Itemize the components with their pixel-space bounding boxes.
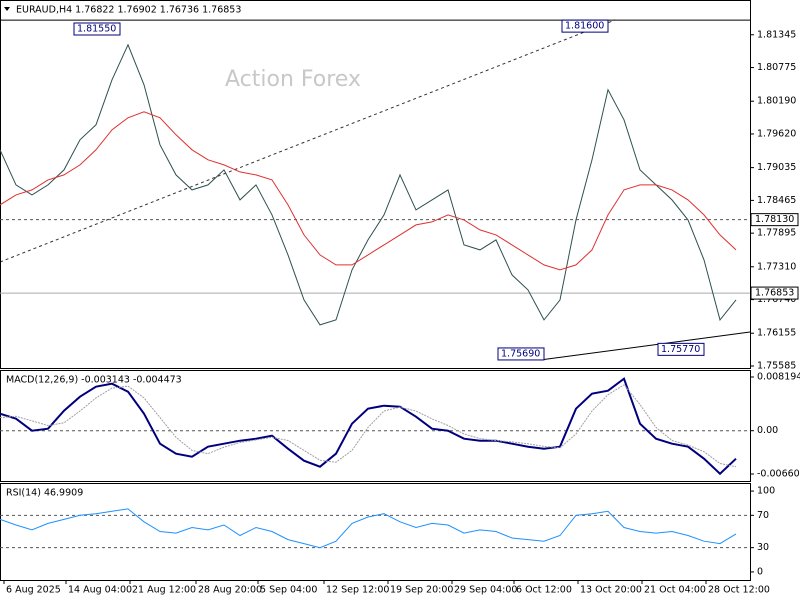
series-line	[0, 111, 737, 271]
price-label-box	[750, 213, 799, 227]
y-tick-label: 1.79620	[757, 128, 796, 139]
x-tick-label: 28 Aug 20:00	[198, 585, 262, 596]
x-tick-label: 19 Sep 20:00	[390, 585, 453, 596]
series-line	[0, 43, 737, 326]
panel-frame	[0, 483, 751, 581]
series-line	[0, 377, 737, 476]
y-tick-label: 0	[757, 566, 763, 577]
level-annotation: 1.75690	[501, 348, 540, 359]
y-tick-label: 70	[757, 510, 769, 521]
level-annotation-box	[561, 19, 609, 33]
y-tick-label: -0.006604	[757, 469, 800, 480]
y-tick-label: 1.78465	[757, 195, 796, 206]
x-tick-label: 14 Aug 04:00	[68, 585, 132, 596]
y-tick-label: 1.80775	[757, 62, 796, 73]
series-line	[0, 508, 737, 549]
level-annotation-box	[73, 22, 121, 36]
panel-title: EURAUD,H4 1.76822 1.76902 1.76736 1.7685…	[16, 5, 241, 16]
y-tick-label: 1.75585	[757, 360, 796, 371]
menu-triangle[interactable]	[4, 7, 10, 11]
y-tick-label: 0.008194	[757, 371, 800, 382]
x-tick-label: 6 Aug 2025	[6, 585, 61, 596]
price-label-box	[750, 286, 799, 300]
x-tick-label: 6 Oct 12:00	[516, 585, 572, 596]
panel-frame	[0, 370, 751, 482]
level-annotation-box	[657, 342, 705, 356]
x-tick-label: 21 Aug 12:00	[132, 585, 196, 596]
y-tick-label: 1.79035	[757, 162, 796, 173]
level-annotation: 1.75770	[661, 344, 700, 355]
y-tick-label: 1.80190	[757, 96, 796, 107]
y-tick-label: 100	[757, 486, 775, 497]
series-line	[0, 384, 737, 468]
x-tick-label: 21 Oct 04:00	[644, 585, 706, 596]
y-tick-label: 30	[757, 542, 769, 553]
level-annotation: 1.81600	[565, 21, 604, 32]
y-tick-label: 1.77895	[757, 228, 796, 239]
trend-line	[539, 331, 751, 361]
x-tick-label: 5 Sep 04:00	[260, 585, 317, 596]
y-tick-label: 1.81345	[757, 29, 796, 40]
trend-line	[0, 19, 616, 263]
panel-title: MACD(12,26,9) -0.003143 -0.004473	[6, 375, 182, 386]
x-tick-label: 28 Oct 12:00	[708, 585, 770, 596]
x-tick-label: 13 Oct 20:00	[580, 585, 642, 596]
y-tick-label: 0.00	[757, 425, 778, 436]
panel-frame	[0, 0, 751, 369]
x-tick-label: 12 Sep 12:00	[326, 585, 389, 596]
level-annotation: 1.81550	[77, 24, 116, 35]
panel-title: RSI(14) 46.9909	[6, 488, 83, 499]
level-annotation-box	[497, 347, 545, 361]
y-tick-label: 1.77310	[757, 261, 796, 272]
x-tick-label: 29 Sep 04:00	[454, 585, 517, 596]
price-label: 1.78130	[755, 214, 794, 225]
price-label: 1.76853	[755, 288, 794, 299]
watermark: Action Forex	[225, 67, 361, 92]
y-tick-label: 1.76155	[757, 328, 796, 339]
